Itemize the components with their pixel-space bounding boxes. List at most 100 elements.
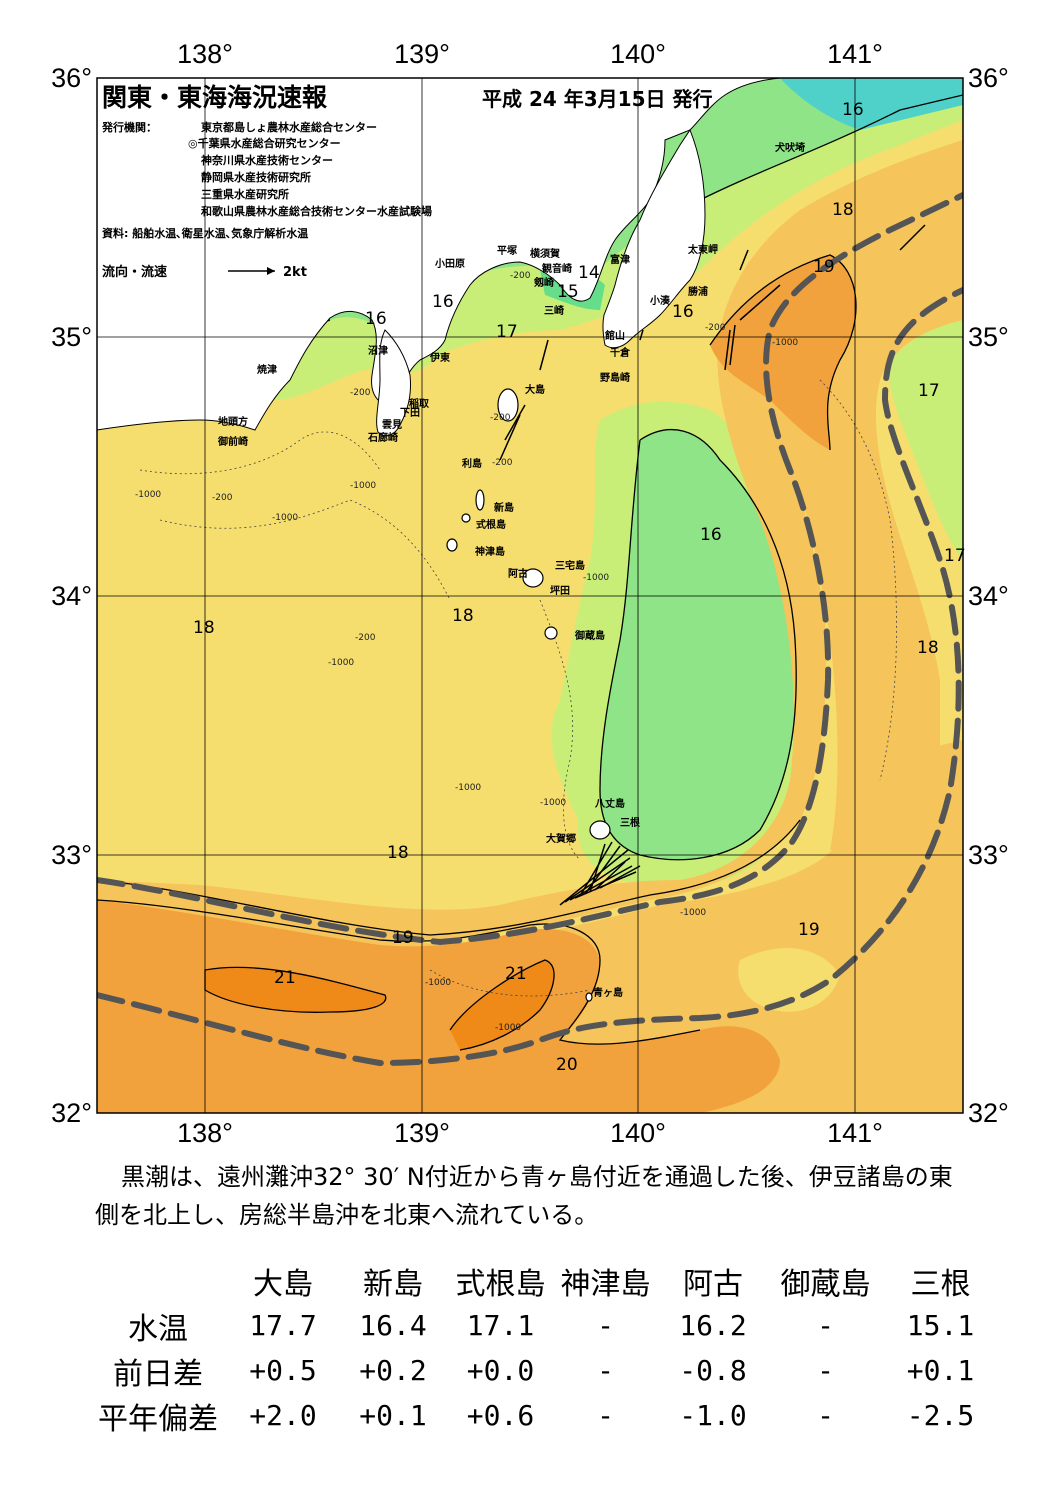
depth-label: -200 [350,388,371,398]
land-izu [376,329,411,437]
stat-value: +0.6 [466,1399,535,1432]
lat-label: 32° [51,1098,92,1128]
place-label: 平塚 [497,244,517,257]
stat-value: - [817,1309,834,1342]
place-label: 大島 [525,383,545,396]
place-label: 地頭方 [218,415,248,428]
isotherm-label: 18 [917,638,939,658]
current-arrows [499,224,926,906]
row-label: 平年偏差 [98,1401,218,1437]
isotherm-label: 19 [392,928,414,948]
depth-label: -1000 [328,658,354,668]
stat-value: +0.1 [359,1399,427,1432]
lon-label: 138° [177,39,233,69]
publisher-label: 発行機関： [101,120,157,134]
lon-label: 140° [610,1118,666,1148]
isotherm-label: 16 [842,100,864,120]
lon-label: 138° [177,1118,233,1148]
stat-value: - [817,1354,834,1387]
stats-header-row: 大島 新島 式根島 神津島 阿古 御蔵島 三根 [88,1258,998,1303]
place-label: 富津 [610,253,630,266]
depth-label: -1000 [680,908,706,918]
stats-corner [88,1258,228,1303]
place-label: 剱崎 [533,276,554,289]
stat-value: - [817,1399,834,1432]
place-label: 稲取 [409,397,430,410]
row-label: 前日差 [113,1356,203,1392]
stat-value: +0.0 [466,1354,535,1387]
land-boso [602,128,706,349]
place-names: 犬吠埼 太東岬 勝浦 小湊 富津 観音崎 剱崎 三崎 横須賀 平塚 小田原 館山… [217,141,805,999]
lat-label: 34° [968,581,1009,611]
stat-value: -0.8 [679,1354,747,1387]
place-label: 観音崎 [542,262,572,275]
place-label: 沼津 [368,344,388,357]
stat-value: -1.0 [679,1399,747,1432]
stat-value: -2.5 [906,1399,975,1432]
station-stats-table: 大島 新島 式根島 神津島 阿古 御蔵島 三根 水温 17.7 16.4 17.… [88,1258,998,1438]
isotherm-label: 15 [557,282,579,302]
place-label: 下田 [400,407,420,419]
legend-current-label: 流向・流速 [102,264,167,280]
zone-19-offshore [738,948,840,1012]
lat-label: 34° [51,581,92,611]
zone-21-center [450,960,555,1050]
issue-date: 平成 24 年3月15日 発行 [482,87,712,111]
isotherm-label: 21 [274,968,296,988]
row-label: 水温 [128,1311,188,1347]
publisher: ◎千葉県水産総合研究センター [188,136,341,150]
summary-text: 黒潮は、遠州灘沖32° 30′ N付近から青ヶ島付近を通過した後、伊豆諸島の東側… [95,1158,975,1234]
stat-value: - [597,1354,614,1387]
place-label: 小湊 [649,294,671,307]
place-label: 三根 [620,816,640,829]
publisher: 和歌山県農林水産総合技術センター水産試験場 [201,204,432,218]
depth-label: -200 [492,458,513,468]
stat-value: +0.1 [906,1354,975,1387]
place-label: 勝浦 [688,285,708,298]
place-label: 利島 [462,457,482,470]
station-header: 新島 [363,1266,423,1302]
depth-label: -1000 [272,513,298,523]
stats-row-temp: 水温 17.7 16.4 17.1 - 16.2 - 15.1 [88,1303,998,1348]
place-label: 八丈島 [594,797,625,810]
zone-20-northeast [710,255,857,450]
stat-value: +0.5 [249,1354,317,1387]
publisher: 神奈川県水産技術センター [201,153,333,167]
place-label: 小田原 [434,257,465,270]
depth-label: -1000 [425,978,451,988]
zone-17-east [888,320,963,560]
lon-label: 139° [394,1118,450,1148]
place-label: 石廊崎 [367,431,398,444]
zone-14 [780,78,963,130]
stat-value: 17.1 [466,1309,535,1342]
station-header: 大島 [253,1266,313,1302]
latitude-labels-left: 36° 35° 34° 33° 32° [51,63,92,1128]
legend-arrowhead-icon [267,267,275,275]
isotherm-label: 16 [700,525,722,545]
stat-value: - [597,1309,614,1342]
depth-label: -1000 [495,1023,521,1033]
isotherm-label: 16 [365,309,387,329]
station-header: 式根島 [455,1266,546,1302]
station-header: 三根 [910,1266,971,1302]
place-label: 阿古 [508,567,528,580]
isotherm-label: 18 [193,618,215,638]
longitude-labels-top: 138° 139° 140° 141° [177,39,883,69]
depth-label: -1000 [455,783,481,793]
depth-label: -200 [510,271,531,281]
lat-label: 36° [968,63,1009,93]
depth-label: -200 [355,633,376,643]
stat-value: +2.0 [249,1399,317,1432]
lon-label: 141° [827,39,883,69]
isotherm-label: 19 [813,257,835,277]
isotherm-label: 19 [798,920,820,940]
depth-label: -1000 [772,338,798,348]
place-label: 犬吠埼 [775,141,805,154]
depth-contours [139,379,897,997]
depth-labels: -200 -200 -200 -200 -200 -200 -200 -1000… [135,271,798,1033]
depth-label: -1000 [583,573,609,583]
longitude-labels-bottom: 138° 139° 140° 141° [177,1118,883,1148]
lon-label: 139° [394,39,450,69]
islands [446,388,611,1002]
data-source: 資料: 船舶水温､衛星水温､気象庁解析水温 [102,226,308,240]
